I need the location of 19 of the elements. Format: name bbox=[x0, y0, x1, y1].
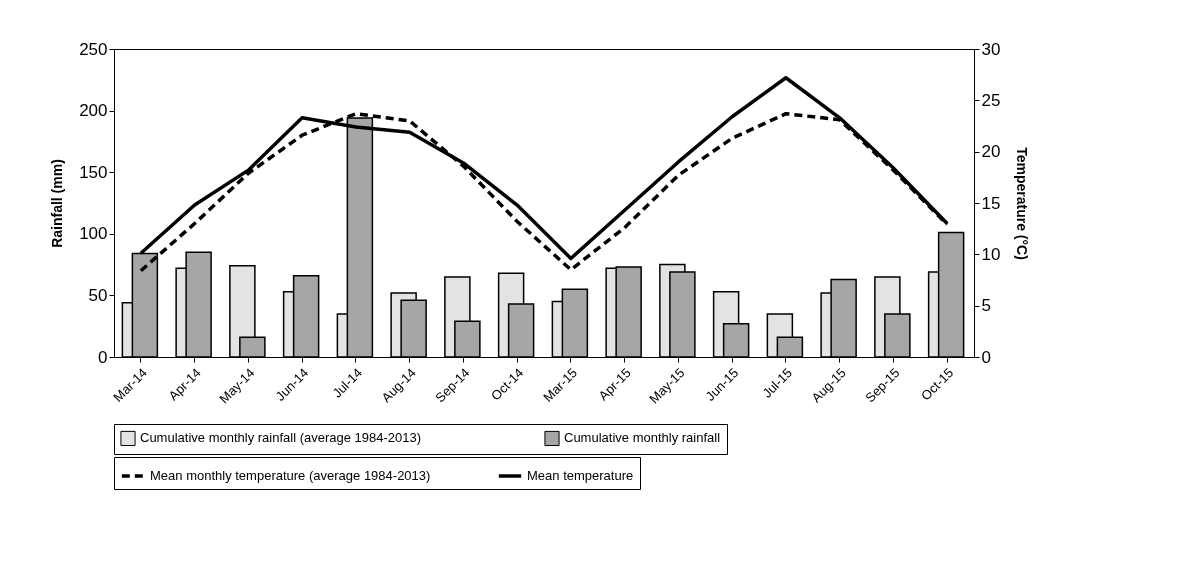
y-tick-label: 200 bbox=[79, 101, 108, 121]
y2-tick-label: 25 bbox=[981, 90, 1001, 110]
y2-tick-label: 5 bbox=[981, 296, 991, 316]
legend-label: Mean temperature bbox=[527, 468, 634, 483]
y2-tick-label: 30 bbox=[981, 39, 1001, 59]
y-tick-label: 150 bbox=[79, 162, 108, 182]
y-tick-label: 250 bbox=[79, 39, 108, 59]
y2-tick-label: 20 bbox=[981, 142, 1001, 162]
legend-label: Cumulative monthly rainfall (average 1984-2013) bbox=[140, 430, 422, 446]
y2-axis-title: Temperature (°C) bbox=[1014, 147, 1031, 260]
legend-label: Mean monthly temperature (average 1984-2013) bbox=[150, 468, 431, 483]
y2-tick-label: 15 bbox=[981, 193, 1001, 213]
y2-tick-label: 10 bbox=[981, 244, 1001, 264]
y-tick-label: 0 bbox=[98, 347, 108, 367]
y-axis-title: Rainfall (mm) bbox=[49, 159, 66, 248]
legend-label: Cumulative monthly rainfall bbox=[564, 430, 721, 446]
y-tick-label: 50 bbox=[88, 285, 108, 305]
y-tick-label: 100 bbox=[79, 224, 108, 244]
y2-tick-label: 0 bbox=[981, 347, 991, 367]
